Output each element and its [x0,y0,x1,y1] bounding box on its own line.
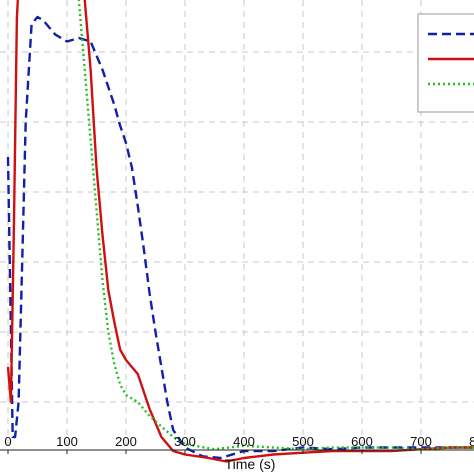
series-line-2 [6,0,474,463]
legend [417,13,474,113]
series-line-3 [77,0,474,451]
x-tick-label: 600 [351,434,373,449]
x-ticks: 0 100 200 300 400 500 600 700 800 [4,434,474,454]
x-tick-label: 400 [233,434,255,449]
x-tick-label: 200 [115,434,137,449]
x-tick-label: 300 [174,434,196,449]
grid-lines [0,0,474,450]
x-tick-label: 500 [292,434,314,449]
x-tick-label: 0 [4,434,11,449]
x-tick-label: 800 [469,434,474,449]
x-axis-label: Time (s) [225,456,276,472]
x-tick-label: 100 [56,434,78,449]
series-group [6,0,474,463]
x-tick-label: 700 [410,434,432,449]
legend-box [417,13,474,113]
